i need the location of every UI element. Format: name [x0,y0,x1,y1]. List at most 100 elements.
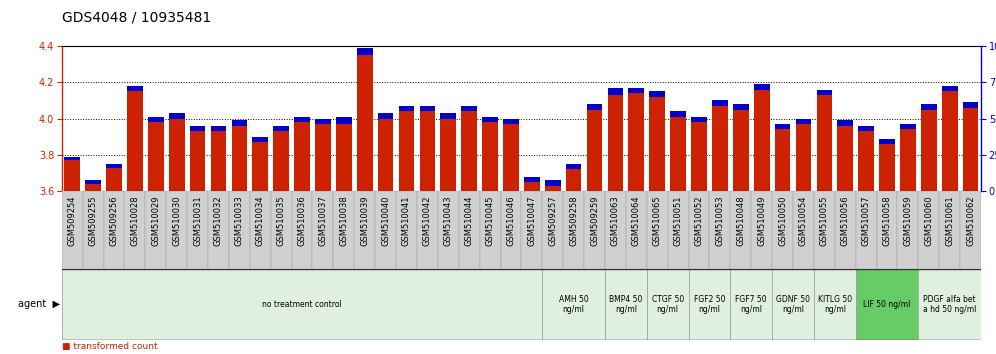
Bar [733,109,749,191]
Text: GDS4048 / 10935481: GDS4048 / 10935481 [62,11,211,25]
Bar [189,126,205,131]
Bar [438,191,459,269]
Bar [482,117,498,122]
Bar [670,111,686,117]
Bar [942,86,957,91]
Bar [918,269,981,340]
Text: GSM510028: GSM510028 [130,195,139,246]
Bar [252,142,268,191]
Bar [398,106,414,111]
Bar [357,48,373,55]
Bar [754,84,770,90]
Bar [918,191,939,269]
Bar [688,191,709,269]
Bar [879,144,894,191]
Bar [440,119,456,191]
Text: GSM510034: GSM510034 [256,195,265,246]
Bar [733,104,749,109]
Bar [501,191,522,269]
Bar [166,191,187,269]
Text: GSM509259: GSM509259 [590,195,599,246]
Text: GSM510051: GSM510051 [673,195,682,246]
Bar [646,269,688,340]
Bar [503,119,519,124]
Bar [459,191,480,269]
Bar [355,191,375,269]
Text: BMP4 50
ng/ml: BMP4 50 ng/ml [610,295,642,314]
Bar [605,269,646,340]
Text: GSM510030: GSM510030 [172,195,181,246]
Text: GSM510062: GSM510062 [966,195,975,246]
Text: GSM510038: GSM510038 [340,195,349,246]
Bar [691,117,707,122]
Text: GDNF 50
ng/ml: GDNF 50 ng/ml [776,295,810,314]
Bar [377,119,393,191]
Bar [480,191,501,269]
Bar [859,126,873,131]
Bar [566,164,582,169]
Bar [730,269,772,340]
Text: GSM510064: GSM510064 [631,195,640,246]
Text: GSM510045: GSM510045 [486,195,495,246]
Bar [942,91,957,191]
Bar [187,191,208,269]
Bar [231,120,247,126]
Text: GSM510063: GSM510063 [611,195,620,246]
Bar [587,109,603,191]
Text: no treatment control: no treatment control [262,300,342,309]
Bar [856,191,876,269]
Bar [772,191,793,269]
Bar [584,191,605,269]
Bar [856,269,918,340]
Text: GSM510061: GSM510061 [945,195,954,246]
Bar [775,124,791,130]
Bar [62,269,542,340]
Bar [461,111,477,191]
Bar [375,191,396,269]
Bar [754,90,770,191]
Bar [189,131,205,191]
Bar [921,109,936,191]
Bar [148,122,163,191]
Bar [835,191,856,269]
Text: GSM510057: GSM510057 [862,195,871,246]
Text: CTGF 50
ng/ml: CTGF 50 ng/ml [651,295,684,314]
Bar [273,126,289,131]
Bar [587,104,603,109]
Bar [86,184,101,191]
Bar [566,169,582,191]
Bar [252,137,268,142]
Bar [482,122,498,191]
Text: GSM510060: GSM510060 [924,195,933,246]
Text: GSM510053: GSM510053 [715,195,724,246]
Text: GSM510029: GSM510029 [151,195,160,246]
Bar [712,106,728,191]
Bar [900,130,915,191]
Bar [649,91,665,97]
Text: ■ transformed count: ■ transformed count [62,342,157,350]
Bar [315,124,331,191]
Bar [440,113,456,119]
Bar [838,126,854,191]
Bar [921,104,936,109]
Bar [939,191,960,269]
Bar [545,186,561,191]
Text: GSM510048: GSM510048 [736,195,745,246]
Text: GSM510043: GSM510043 [444,195,453,246]
Text: FGF7 50
ng/ml: FGF7 50 ng/ml [735,295,767,314]
Bar [838,120,854,126]
Bar [712,101,728,106]
Bar [124,191,145,269]
Bar [419,111,435,191]
Bar [542,191,563,269]
Text: AMH 50
ng/ml: AMH 50 ng/ml [559,295,589,314]
Text: GSM510049: GSM510049 [757,195,766,246]
Bar [62,191,83,269]
Bar [127,86,142,91]
Text: GSM510047: GSM510047 [527,195,537,246]
Bar [963,108,978,191]
Bar [775,130,791,191]
Bar [814,191,835,269]
Bar [691,122,707,191]
Text: GSM510054: GSM510054 [799,195,808,246]
